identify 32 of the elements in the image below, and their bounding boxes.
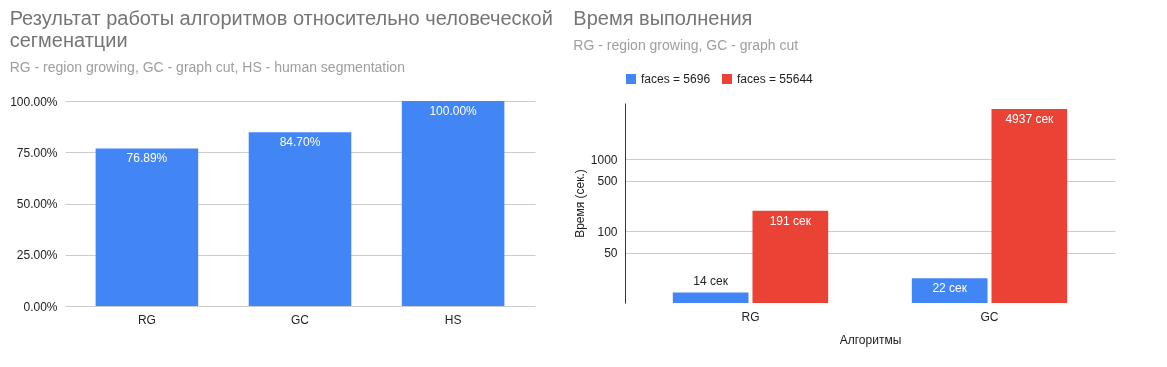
- y-tick-label: 50: [604, 246, 618, 261]
- y-tick-label: 100.00%: [10, 94, 58, 109]
- legend-label: faces = 5696: [641, 72, 711, 86]
- chart-subtitle: RG - region growing, GC - graph cut, HS - human segmentation: [9, 59, 405, 75]
- y-tick-label: 25.00%: [16, 248, 58, 263]
- y-tick-label: 1000: [590, 152, 618, 167]
- bar: [248, 132, 352, 306]
- y-tick-label: 0.00%: [23, 299, 58, 314]
- x-tick-label: RG: [137, 312, 156, 327]
- x-tick-label: HS: [444, 312, 462, 327]
- chart-subtitle: RG - region growing, GC - graph cut: [573, 37, 799, 53]
- y-tick-label: 500: [597, 174, 618, 189]
- data-label: 14 сек: [693, 274, 729, 289]
- bar: [401, 101, 505, 306]
- y-tick-label: 50.00%: [16, 197, 58, 211]
- y-tick-label: 100: [597, 224, 618, 239]
- chart-title: Время выполнения: [573, 7, 753, 29]
- data-label: 76.89%: [126, 151, 168, 166]
- x-tick-label: GC: [291, 312, 310, 327]
- y-tick-label: 75.00%: [16, 145, 58, 160]
- data-label: 4937 сек: [1005, 112, 1055, 127]
- x-axis-title: Алгоритмы: [839, 332, 902, 347]
- x-tick-label: GC: [980, 309, 999, 324]
- data-label: 100.00%: [429, 104, 478, 118]
- bar: [95, 148, 199, 306]
- legend-label: faces = 55644: [737, 72, 814, 86]
- chart-title: Результат работы алгоритмов относительно человеческой сегменатции: [9, 7, 553, 51]
- data-label: 22 сек: [932, 281, 968, 296]
- data-label: 84.70%: [279, 135, 321, 150]
- y-axis-title: Время (сек.): [572, 169, 587, 238]
- data-label: 191 сек: [769, 213, 812, 228]
- x-tick-label: RG: [741, 309, 760, 324]
